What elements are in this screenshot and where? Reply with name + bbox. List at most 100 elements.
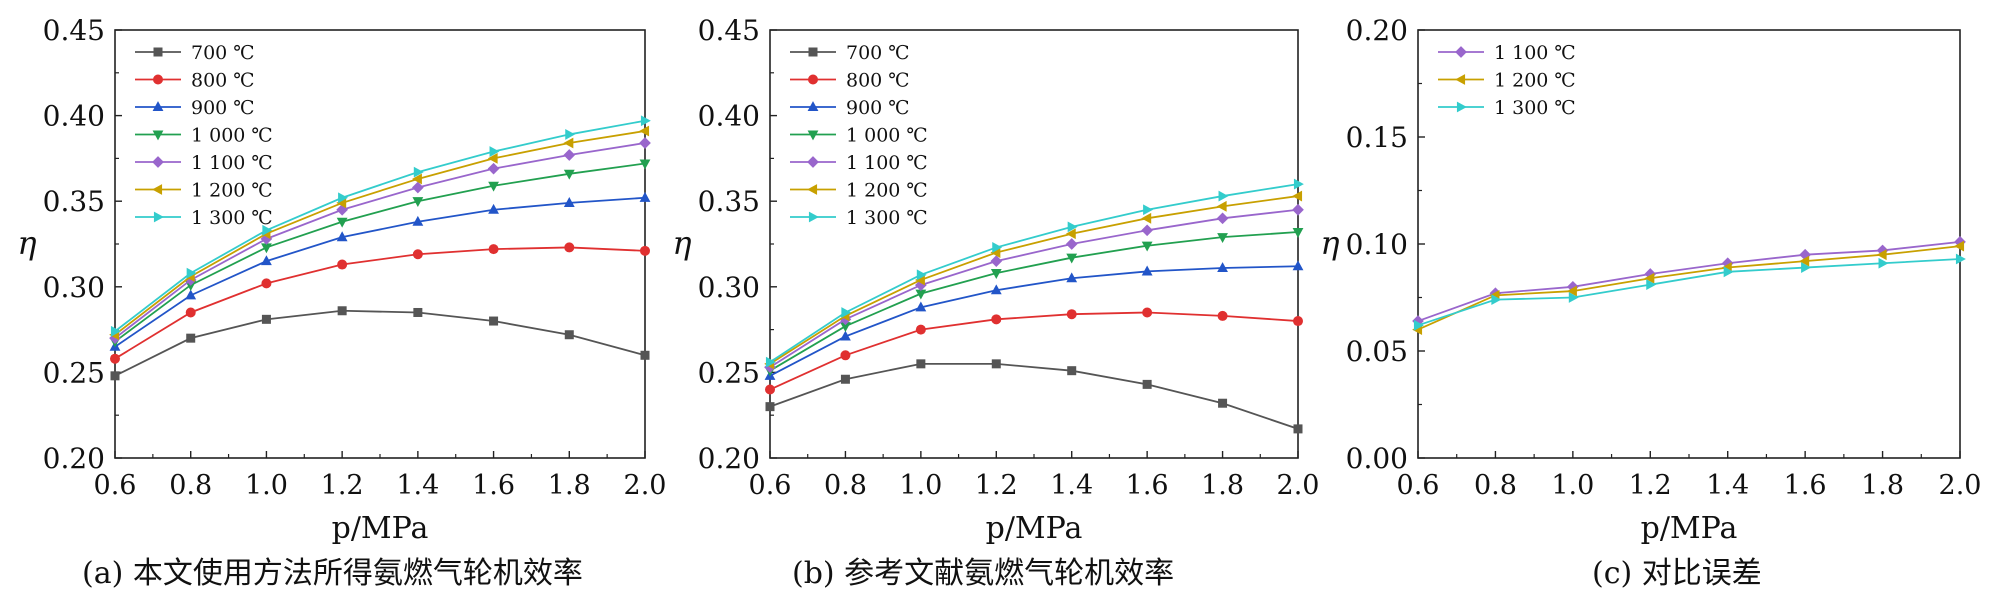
legend-item: 1 000 ℃ xyxy=(790,125,928,147)
data-point xyxy=(185,307,196,318)
data-point xyxy=(1142,307,1153,318)
legend-marker xyxy=(807,184,818,195)
data-point xyxy=(915,324,926,335)
plot-frame xyxy=(1417,29,1961,459)
data-point xyxy=(1218,398,1228,408)
legend-item: 700 ℃ xyxy=(790,42,910,64)
data-point xyxy=(185,281,197,291)
legend-label: 900 ℃ xyxy=(846,97,910,119)
data-point xyxy=(488,181,499,192)
data-point xyxy=(336,217,348,228)
y-tick-label: 0.00 xyxy=(1346,442,1408,475)
legend-marker xyxy=(808,74,818,85)
data-point xyxy=(1799,255,1810,267)
legend-item: 700 ℃ xyxy=(135,42,255,64)
legend-item: 800 ℃ xyxy=(135,70,255,92)
data-point xyxy=(1646,279,1657,291)
data-point xyxy=(840,374,850,384)
legend-label: 1 100 ℃ xyxy=(191,152,273,174)
legend-item: 900 ℃ xyxy=(790,97,910,119)
series-3 xyxy=(109,159,651,348)
x-tick-label: 1.8 xyxy=(1201,470,1244,501)
caption-a: (a) 本文使用方法所得氨燃气轮机效率 xyxy=(82,556,583,591)
data-point xyxy=(1568,292,1579,303)
data-point xyxy=(1067,366,1077,376)
data-point xyxy=(840,350,851,361)
legend-item: 1 300 ℃ xyxy=(1438,97,1576,119)
series-0 xyxy=(765,359,1303,434)
data-point xyxy=(990,284,1002,295)
series-2 xyxy=(764,260,1304,380)
y-tick-label: 0.30 xyxy=(43,271,105,304)
data-point xyxy=(639,159,651,170)
legend-label: 1 100 ℃ xyxy=(1494,42,1576,64)
series-line xyxy=(114,130,646,336)
legend-item: 1 200 ℃ xyxy=(1438,70,1576,92)
legend: 700 ℃ 800 ℃ 900 ℃ 1 000 ℃ 1 100 ℃ 1 200 ℃ 1 30… xyxy=(790,42,928,229)
data-point xyxy=(1723,266,1734,278)
y-axis-label: η xyxy=(672,224,691,262)
legend-item: 1 200 ℃ xyxy=(135,180,273,202)
x-tick-label: 1.4 xyxy=(1050,470,1093,501)
y-tick-label: 0.35 xyxy=(43,185,105,218)
data-point xyxy=(1143,204,1153,216)
data-point xyxy=(1954,240,1965,252)
x-axis-label: p/MPa xyxy=(986,511,1083,546)
data-point xyxy=(564,330,574,340)
x-tick-label: 1.8 xyxy=(548,470,591,501)
y-tick-label: 0.25 xyxy=(698,356,760,389)
data-point xyxy=(1292,190,1303,202)
y-tick-label: 0.40 xyxy=(43,100,105,133)
data-point xyxy=(338,192,348,204)
x-tick-label: 0.6 xyxy=(1397,470,1440,501)
y-tick-label: 0.10 xyxy=(1346,228,1408,261)
data-point xyxy=(1066,253,1078,264)
x-tick-label: 0.8 xyxy=(1474,470,1517,501)
caption-b: (b) 参考文献氨燃气轮机效率 xyxy=(792,556,1175,591)
data-point xyxy=(1292,260,1304,271)
legend: 1 100 ℃ 1 200 ℃ 1 300 ℃ xyxy=(1438,42,1576,119)
legend-item: 1 100 ℃ xyxy=(1438,42,1576,64)
data-point xyxy=(336,203,348,216)
data-point xyxy=(1491,294,1502,306)
chart-c: 0.6 0.8 1.0 1.2 1.4 1.6 1.8 2.0 0.00 0.05 0.10 0.15… xyxy=(1320,14,1981,546)
legend-marker xyxy=(807,130,819,141)
series-line xyxy=(769,231,1299,372)
x-tick-label: 1.0 xyxy=(245,470,288,501)
series-line xyxy=(769,183,1299,363)
data-point xyxy=(639,125,650,137)
x-tick-label: 2.0 xyxy=(1939,470,1982,501)
y-tick-label: 0.40 xyxy=(698,100,760,133)
data-point xyxy=(765,402,775,412)
data-point xyxy=(413,307,423,317)
data-point xyxy=(1413,319,1424,331)
chart-b: 0.6 0.8 1.0 1.2 1.4 1.6 1.8 2.0 0.20 0.25 0.30 0.35… xyxy=(672,14,1319,546)
series-0 xyxy=(110,306,650,381)
x-tick-label: 0.8 xyxy=(169,470,212,501)
series-line xyxy=(114,142,646,339)
data-point xyxy=(1141,224,1153,237)
legend-marker xyxy=(807,156,819,168)
data-point xyxy=(487,153,498,164)
series-line xyxy=(769,208,1299,369)
data-point xyxy=(565,129,576,140)
data-point xyxy=(337,306,347,316)
legend-label: 1 000 ℃ xyxy=(846,125,928,147)
x-tick-label: 1.0 xyxy=(899,470,942,501)
data-point xyxy=(489,146,500,157)
data-point xyxy=(1065,238,1078,250)
data-point xyxy=(1644,272,1655,284)
series-4 xyxy=(109,137,651,345)
data-point xyxy=(261,314,271,324)
chart-a: 0.6 0.8 1.0 1.2 1.4 1.6 1.8 2.0 0.20 0.25 0.30 0.35… xyxy=(17,14,666,546)
legend-label: 1 300 ℃ xyxy=(846,207,928,229)
data-point xyxy=(1217,233,1228,244)
data-point xyxy=(487,162,500,175)
data-point xyxy=(110,325,121,337)
legend-marker xyxy=(1455,46,1467,58)
series-3 xyxy=(764,227,1304,377)
legend-label: 1 200 ℃ xyxy=(191,180,273,202)
legend-marker xyxy=(808,47,818,57)
y-tick-label: 0.30 xyxy=(698,271,760,304)
data-point xyxy=(1876,249,1887,261)
